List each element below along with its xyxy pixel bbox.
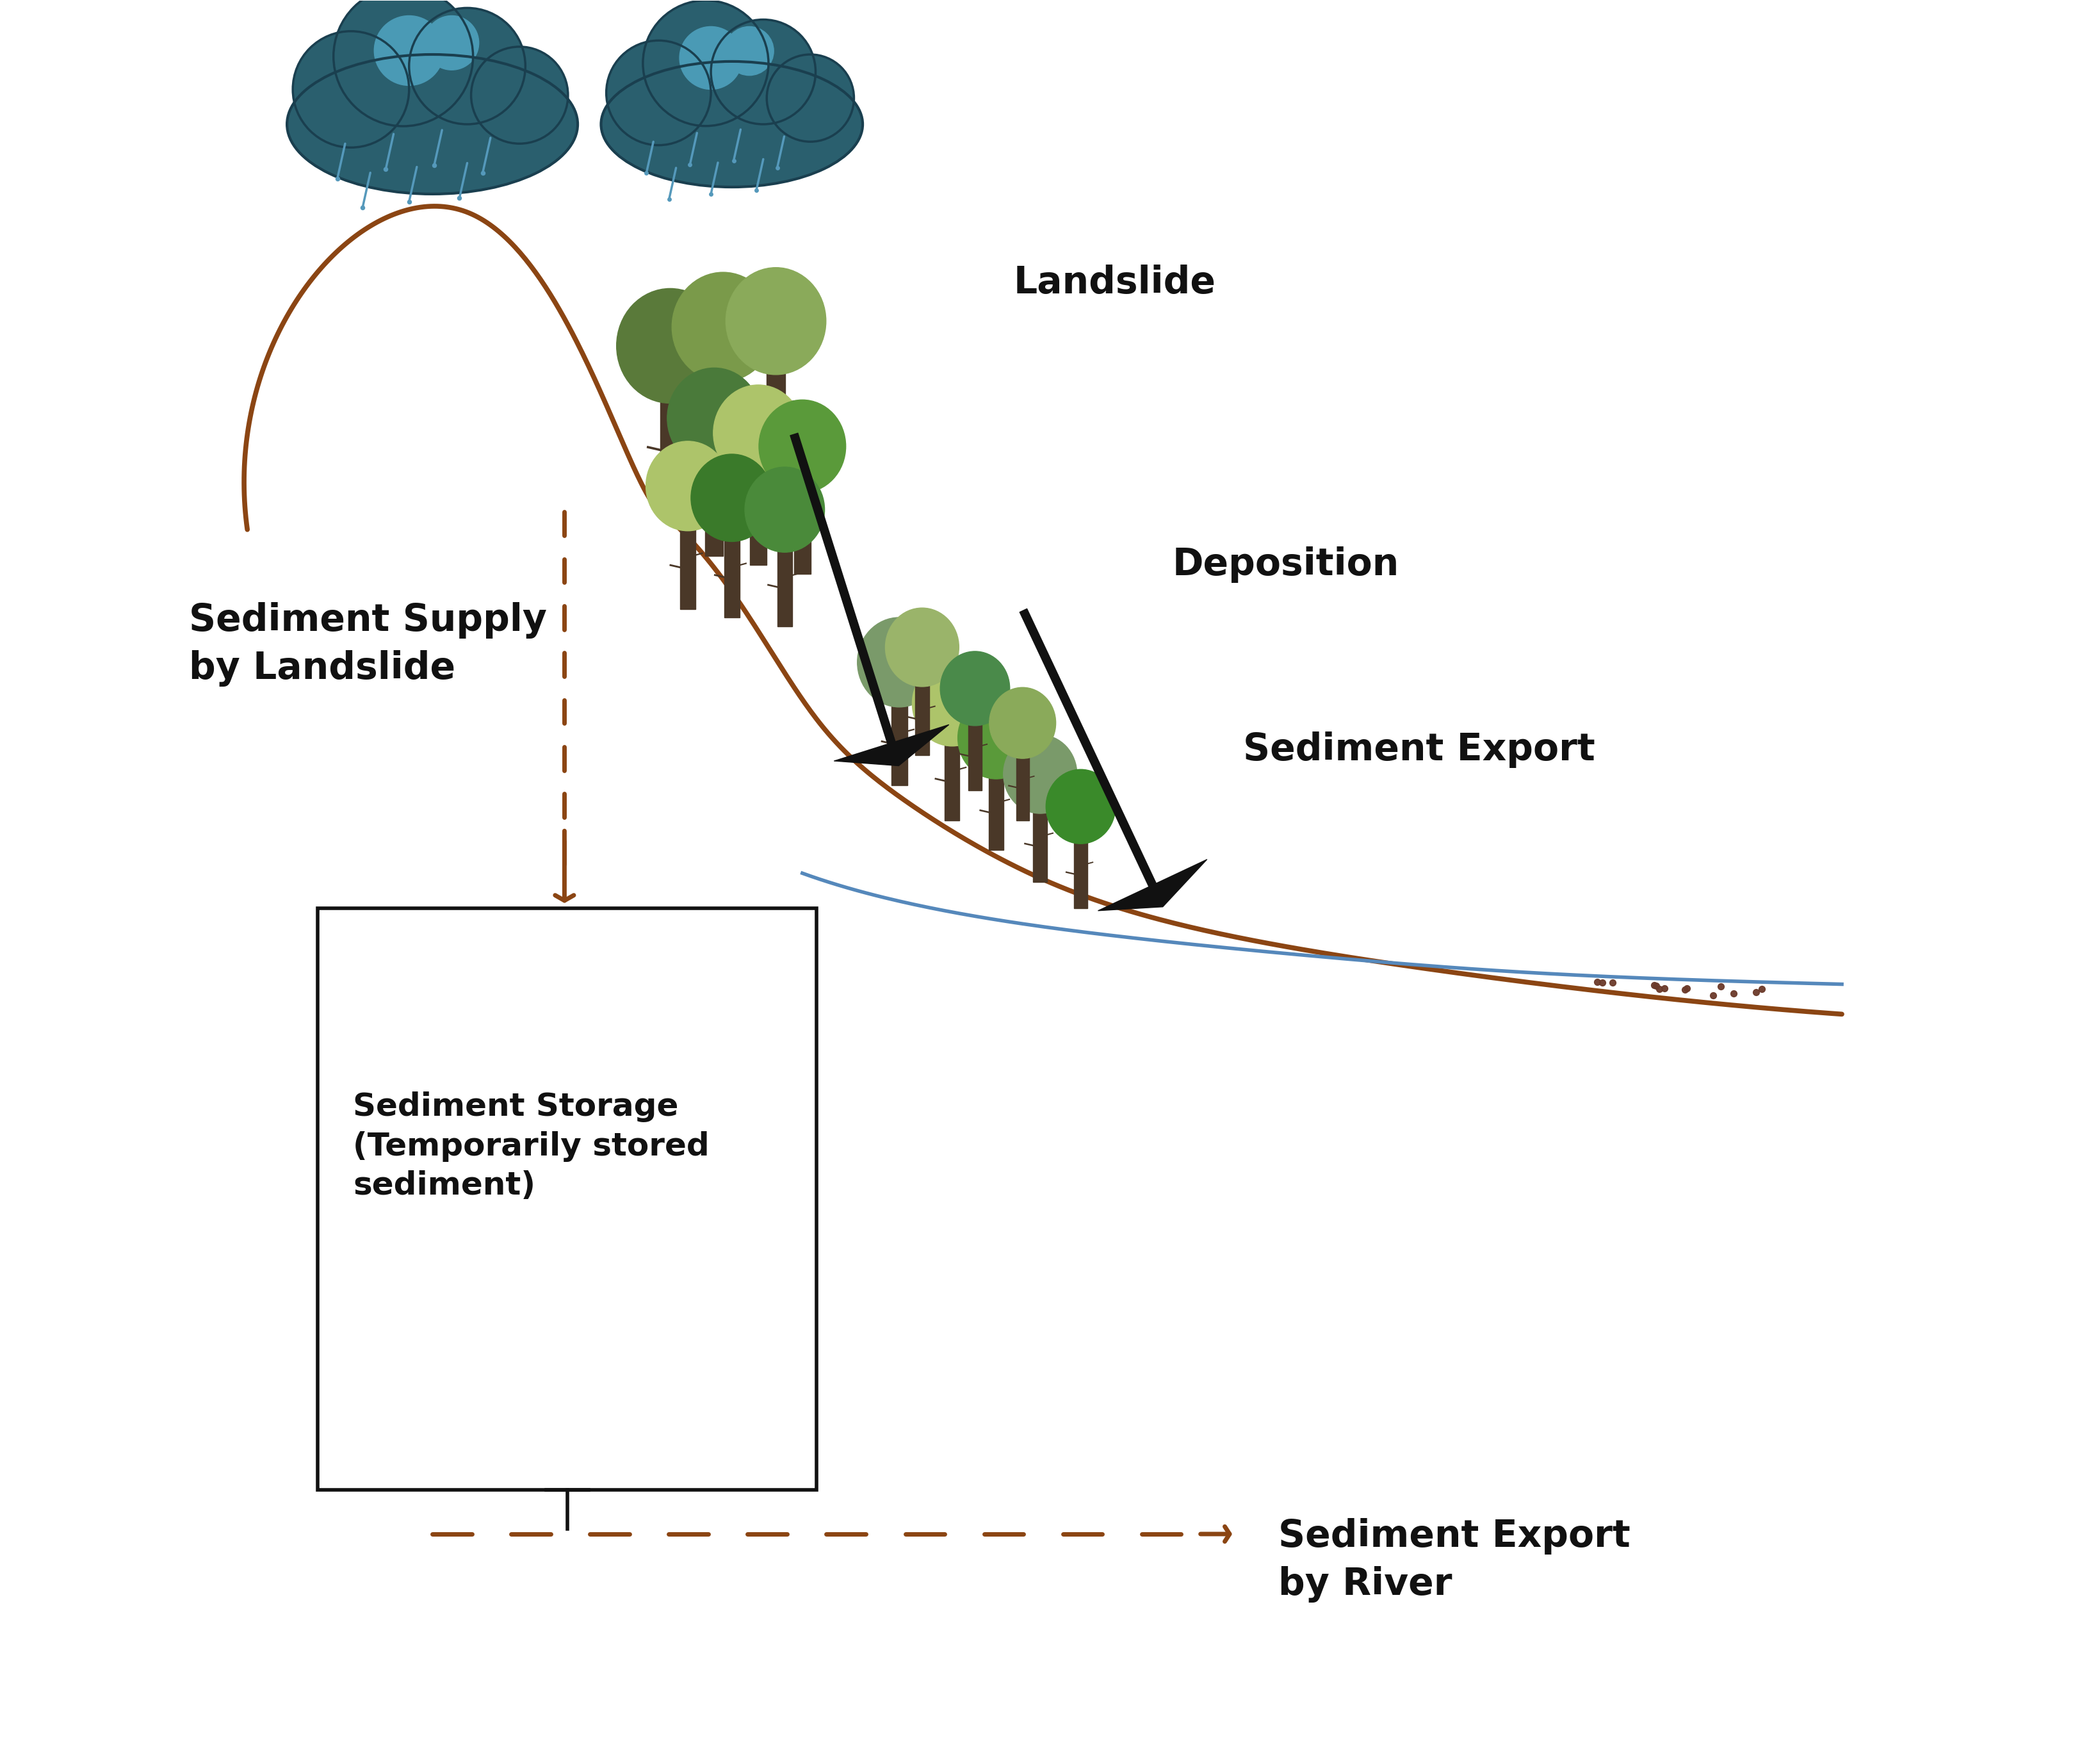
Text: Sediment Storage
(Temporarily stored
sediment): Sediment Storage (Temporarily stored sed… [352,1092,709,1201]
Point [1647,974,1680,1002]
Point [1716,979,1750,1007]
Polygon shape [988,778,1003,850]
Polygon shape [724,540,741,617]
Ellipse shape [671,272,774,381]
Point [1643,975,1676,1004]
Ellipse shape [1003,736,1076,813]
Point [1639,972,1672,1000]
Point [1704,972,1737,1000]
Ellipse shape [885,609,959,686]
Circle shape [642,0,768,125]
Ellipse shape [690,453,772,542]
Circle shape [726,26,774,76]
Ellipse shape [745,467,825,552]
Point [1697,981,1731,1009]
Polygon shape [749,480,766,564]
Polygon shape [776,550,793,626]
Text: Sediment Export: Sediment Export [1242,732,1594,767]
Polygon shape [1032,811,1047,882]
Polygon shape [1074,843,1087,908]
Ellipse shape [617,289,724,404]
Polygon shape [892,706,906,785]
Polygon shape [680,529,697,609]
Polygon shape [969,725,982,790]
Polygon shape [713,379,732,476]
Ellipse shape [1047,769,1116,843]
Ellipse shape [990,688,1055,759]
Circle shape [424,16,478,71]
Ellipse shape [940,651,1009,725]
Circle shape [409,9,524,123]
Polygon shape [944,744,959,820]
Point [1746,975,1779,1004]
Ellipse shape [287,55,577,194]
Ellipse shape [600,62,862,187]
Text: Deposition: Deposition [1173,547,1399,584]
Point [1580,968,1613,997]
Polygon shape [661,402,680,503]
Ellipse shape [858,617,942,707]
Ellipse shape [759,400,845,492]
Polygon shape [1015,757,1028,820]
Circle shape [334,0,472,127]
Text: Sediment Export
by River: Sediment Export by River [1278,1519,1630,1603]
Polygon shape [766,372,785,467]
Ellipse shape [713,385,804,482]
Ellipse shape [646,441,730,531]
Polygon shape [915,686,929,755]
Ellipse shape [667,369,762,469]
Point [1597,968,1630,997]
Circle shape [680,26,743,90]
Circle shape [472,46,569,143]
Ellipse shape [913,661,992,746]
Circle shape [711,19,816,123]
Circle shape [294,32,409,148]
Point [1668,975,1701,1004]
Point [1636,970,1670,998]
Circle shape [606,41,711,145]
Point [1670,974,1704,1002]
Text: Landslide: Landslide [1013,265,1217,302]
Circle shape [766,55,854,141]
Polygon shape [705,467,724,556]
Point [1586,968,1620,997]
Circle shape [373,16,445,85]
Ellipse shape [959,697,1034,780]
Point [1739,977,1773,1005]
Polygon shape [795,490,810,573]
Text: Sediment Supply
by Landslide: Sediment Supply by Landslide [189,602,548,686]
Ellipse shape [726,268,827,374]
